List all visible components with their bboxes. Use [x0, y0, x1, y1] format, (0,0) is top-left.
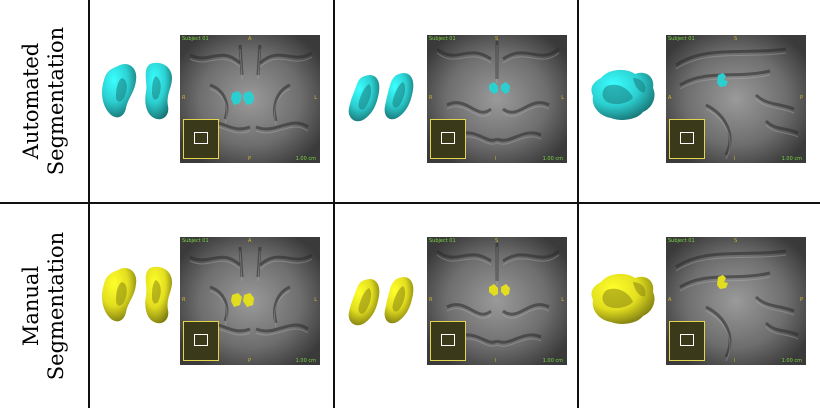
locator-box: [680, 334, 694, 346]
scale-bar-label: 1.00 cm: [542, 156, 563, 162]
locator-inset: [669, 321, 705, 361]
orientation-label-bottom: I: [495, 156, 497, 162]
locator-box: [194, 334, 208, 346]
mri-slice-axial: Subject 01 A P R L 1.00 cm: [180, 237, 320, 365]
orientation-label-left: R: [182, 95, 186, 101]
mri-subject-label: Subject 01: [668, 36, 695, 42]
mri-slice-axial: Subject 01 A P R L 1.00 cm: [180, 35, 320, 163]
figure-cell-automated-sagittal: Subject 01 S I A P 1.00 cm: [579, 0, 820, 202]
orientation-label-bottom: I: [734, 358, 736, 364]
3d-render-axial: [102, 62, 172, 120]
3d-render-sagittal: [591, 273, 655, 324]
figure-cell-manual-axial: Subject 01 A P R L 1.00 cm: [90, 204, 333, 408]
orientation-label-bottom: P: [248, 156, 252, 162]
segmentation-overlay: [717, 275, 728, 289]
scale-bar-label: 1.00 cm: [295, 156, 316, 162]
orientation-label-top: S: [734, 36, 738, 42]
orientation-label-top: S: [495, 238, 499, 244]
locator-box: [680, 132, 694, 144]
column-divider: [333, 0, 335, 408]
column-divider: [88, 0, 90, 408]
orientation-label-right: P: [799, 95, 803, 101]
locator-inset: [669, 119, 705, 159]
orientation-label-top: A: [248, 36, 252, 42]
locator-inset: [183, 321, 219, 361]
locator-box: [441, 334, 455, 346]
orientation-label-right: L: [314, 95, 317, 101]
3d-render-coronal: [348, 276, 414, 326]
figure-cell-manual-sagittal: Subject 01 S I A P 1.00 cm: [579, 204, 820, 408]
locator-inset: [430, 321, 466, 361]
locator-box: [194, 132, 208, 144]
column-divider: [577, 0, 579, 408]
segmentation-overlay: [231, 293, 254, 307]
scale-bar-label: 1.00 cm: [781, 358, 802, 364]
orientation-label-right: L: [561, 297, 564, 303]
row-label-line: Automated: [19, 42, 43, 160]
3d-render-axial: [102, 266, 172, 324]
row-label-line: Segmentation: [44, 26, 68, 176]
locator-inset: [183, 119, 219, 159]
orientation-label-left: A: [668, 297, 672, 303]
row-label-manual: Manual Segmentation: [0, 204, 88, 408]
3d-render-sagittal: [591, 69, 655, 120]
row-label-line: Segmentation: [44, 231, 68, 381]
mri-image: [666, 35, 806, 163]
orientation-label-bottom: P: [248, 358, 252, 364]
locator-inset: [430, 119, 466, 159]
segmentation-overlay: [231, 91, 254, 105]
orientation-label-bottom: I: [495, 358, 497, 364]
orientation-label-right: P: [799, 297, 803, 303]
orientation-label-top: A: [248, 238, 252, 244]
row-label-automated: Automated Segmentation: [0, 0, 88, 202]
mri-slice-sagittal: Subject 01 S I A P 1.00 cm: [666, 237, 806, 365]
mri-subject-label: Subject 01: [429, 238, 456, 244]
orientation-label-left: A: [668, 95, 672, 101]
scale-bar-label: 1.00 cm: [781, 156, 802, 162]
figure-cell-automated-axial: Subject 01 A P R L 1.00 cm: [90, 0, 333, 202]
mri-subject-label: Subject 01: [668, 238, 695, 244]
orientation-label-left: R: [182, 297, 186, 303]
3d-render-coronal: [348, 72, 414, 122]
orientation-label-left: R: [429, 297, 433, 303]
scale-bar-label: 1.00 cm: [295, 358, 316, 364]
orientation-label-bottom: I: [734, 156, 736, 162]
orientation-label-top: S: [495, 36, 499, 42]
mri-slice-coronal: Subject 01 S I R L 1.00 cm: [427, 237, 567, 365]
segmentation-overlay: [717, 73, 728, 87]
orientation-label-right: L: [561, 95, 564, 101]
segmentation-overlay: [489, 82, 510, 94]
orientation-label-left: R: [429, 95, 433, 101]
orientation-label-top: S: [734, 238, 738, 244]
locator-box: [441, 132, 455, 144]
row-divider: [0, 202, 820, 204]
figure-cell-automated-coronal: Subject 01 S I R L 1.00 cm: [335, 0, 578, 202]
scale-bar-label: 1.00 cm: [542, 358, 563, 364]
mri-slice-coronal: Subject 01 S I R L 1.00 cm: [427, 35, 567, 163]
row-label-line: Manual: [19, 265, 43, 347]
mri-slice-sagittal: Subject 01 S I A P 1.00 cm: [666, 35, 806, 163]
mri-subject-label: Subject 01: [182, 36, 209, 42]
segmentation-overlay: [489, 284, 510, 296]
orientation-label-right: L: [314, 297, 317, 303]
mri-subject-label: Subject 01: [429, 36, 456, 42]
figure-cell-manual-coronal: Subject 01 S I R L 1.00 cm: [335, 204, 578, 408]
mri-subject-label: Subject 01: [182, 238, 209, 244]
